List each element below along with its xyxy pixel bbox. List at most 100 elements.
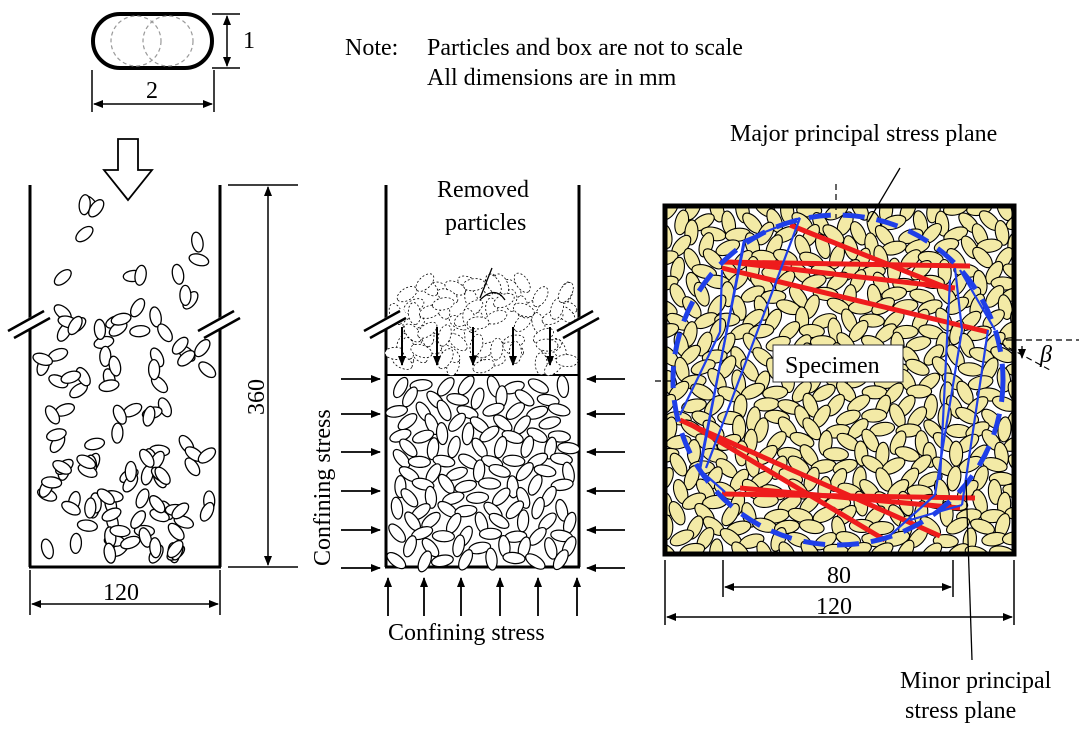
particle <box>110 312 132 326</box>
particle-width-label: 2 <box>146 78 158 104</box>
particle <box>478 477 502 490</box>
yellow-particle <box>970 518 995 535</box>
removed-particle <box>509 340 522 364</box>
beta-label: β <box>1039 342 1052 368</box>
particle <box>446 393 470 406</box>
panel-2-box <box>341 185 625 616</box>
particle <box>78 194 91 216</box>
yellow-particle <box>731 295 747 321</box>
blue-force-chain <box>933 329 964 496</box>
removed-particle <box>555 354 579 368</box>
particle <box>111 422 124 444</box>
particle <box>167 522 185 541</box>
particle <box>69 532 83 555</box>
particle <box>108 355 122 377</box>
yellow-particle <box>668 500 686 526</box>
red-force-chain <box>721 265 989 335</box>
particle <box>430 554 454 568</box>
particle <box>526 427 548 443</box>
blue-force-chain <box>960 329 990 506</box>
yellow-particle <box>822 447 849 462</box>
particle <box>93 318 107 341</box>
particle <box>393 376 409 399</box>
particle <box>101 507 122 522</box>
yellow-particle <box>861 408 888 423</box>
particle <box>103 542 117 564</box>
particle <box>525 553 546 570</box>
yellow-particle <box>994 220 1010 246</box>
particle <box>426 437 440 461</box>
panel-1-particles <box>32 194 217 564</box>
yellow-particle <box>787 507 814 524</box>
particle <box>147 358 161 381</box>
particle <box>488 463 511 478</box>
particle <box>547 403 571 417</box>
particle <box>149 537 162 559</box>
particle <box>478 527 503 540</box>
particle <box>465 491 490 504</box>
confining-stress-side-label: Confining stress <box>310 409 336 566</box>
removed-particle <box>532 286 549 308</box>
particle-shape <box>91 12 240 112</box>
particle <box>502 551 526 565</box>
blue-force-chain <box>679 331 721 416</box>
particle <box>44 405 61 425</box>
note-line-2: All dimensions are in mm <box>427 65 677 91</box>
blue-force-chains <box>679 216 996 541</box>
removed-particle <box>432 297 455 311</box>
particle <box>403 535 417 558</box>
particle <box>458 549 474 571</box>
particle <box>538 416 562 430</box>
particle <box>191 231 204 253</box>
outer-width-label: 120 <box>816 594 852 620</box>
particle-height-label: 1 <box>243 28 255 54</box>
particle <box>40 476 63 489</box>
particle <box>472 459 486 483</box>
particle <box>527 474 543 496</box>
particle <box>493 414 513 432</box>
particle <box>397 413 418 431</box>
particle <box>493 435 508 459</box>
particle <box>454 479 478 494</box>
particle <box>197 447 217 464</box>
major-plane-label: Major principal stress plane <box>730 121 997 147</box>
yellow-particle <box>849 221 867 246</box>
yellow-particle <box>665 206 679 221</box>
particle <box>194 338 211 358</box>
particle <box>485 547 498 571</box>
confining-stress-bottom-label: Confining stress <box>388 620 545 646</box>
particle <box>435 422 449 446</box>
particle <box>407 455 431 469</box>
particle <box>385 405 409 418</box>
blue-force-chain <box>953 267 964 331</box>
yellow-particle <box>955 406 980 425</box>
particle <box>400 488 419 508</box>
particle <box>488 512 510 529</box>
yellow-particle <box>987 478 1002 505</box>
particle <box>148 495 166 514</box>
yellow-particle <box>802 417 822 441</box>
particle <box>60 370 82 384</box>
particle <box>96 488 115 506</box>
particle <box>53 268 72 286</box>
particle <box>129 298 146 318</box>
removed-particle <box>415 273 435 292</box>
particle <box>399 438 418 458</box>
yellow-particle <box>923 394 938 420</box>
removed-particle <box>466 316 490 330</box>
particle <box>171 336 189 355</box>
particle <box>129 325 151 338</box>
blue-force-chain <box>718 269 724 333</box>
particle <box>461 422 475 446</box>
panel-2-particles <box>385 374 581 573</box>
removed-particle <box>462 278 486 292</box>
panel-1-box <box>7 138 298 615</box>
minor-plane-label-line-2: stress plane <box>905 698 1016 724</box>
removed-particles <box>384 272 579 377</box>
panel-1-width-label: 120 <box>103 580 139 606</box>
particle <box>199 501 215 522</box>
particle <box>198 361 217 379</box>
particle <box>447 412 467 432</box>
particle <box>505 402 526 420</box>
particle <box>135 488 150 509</box>
